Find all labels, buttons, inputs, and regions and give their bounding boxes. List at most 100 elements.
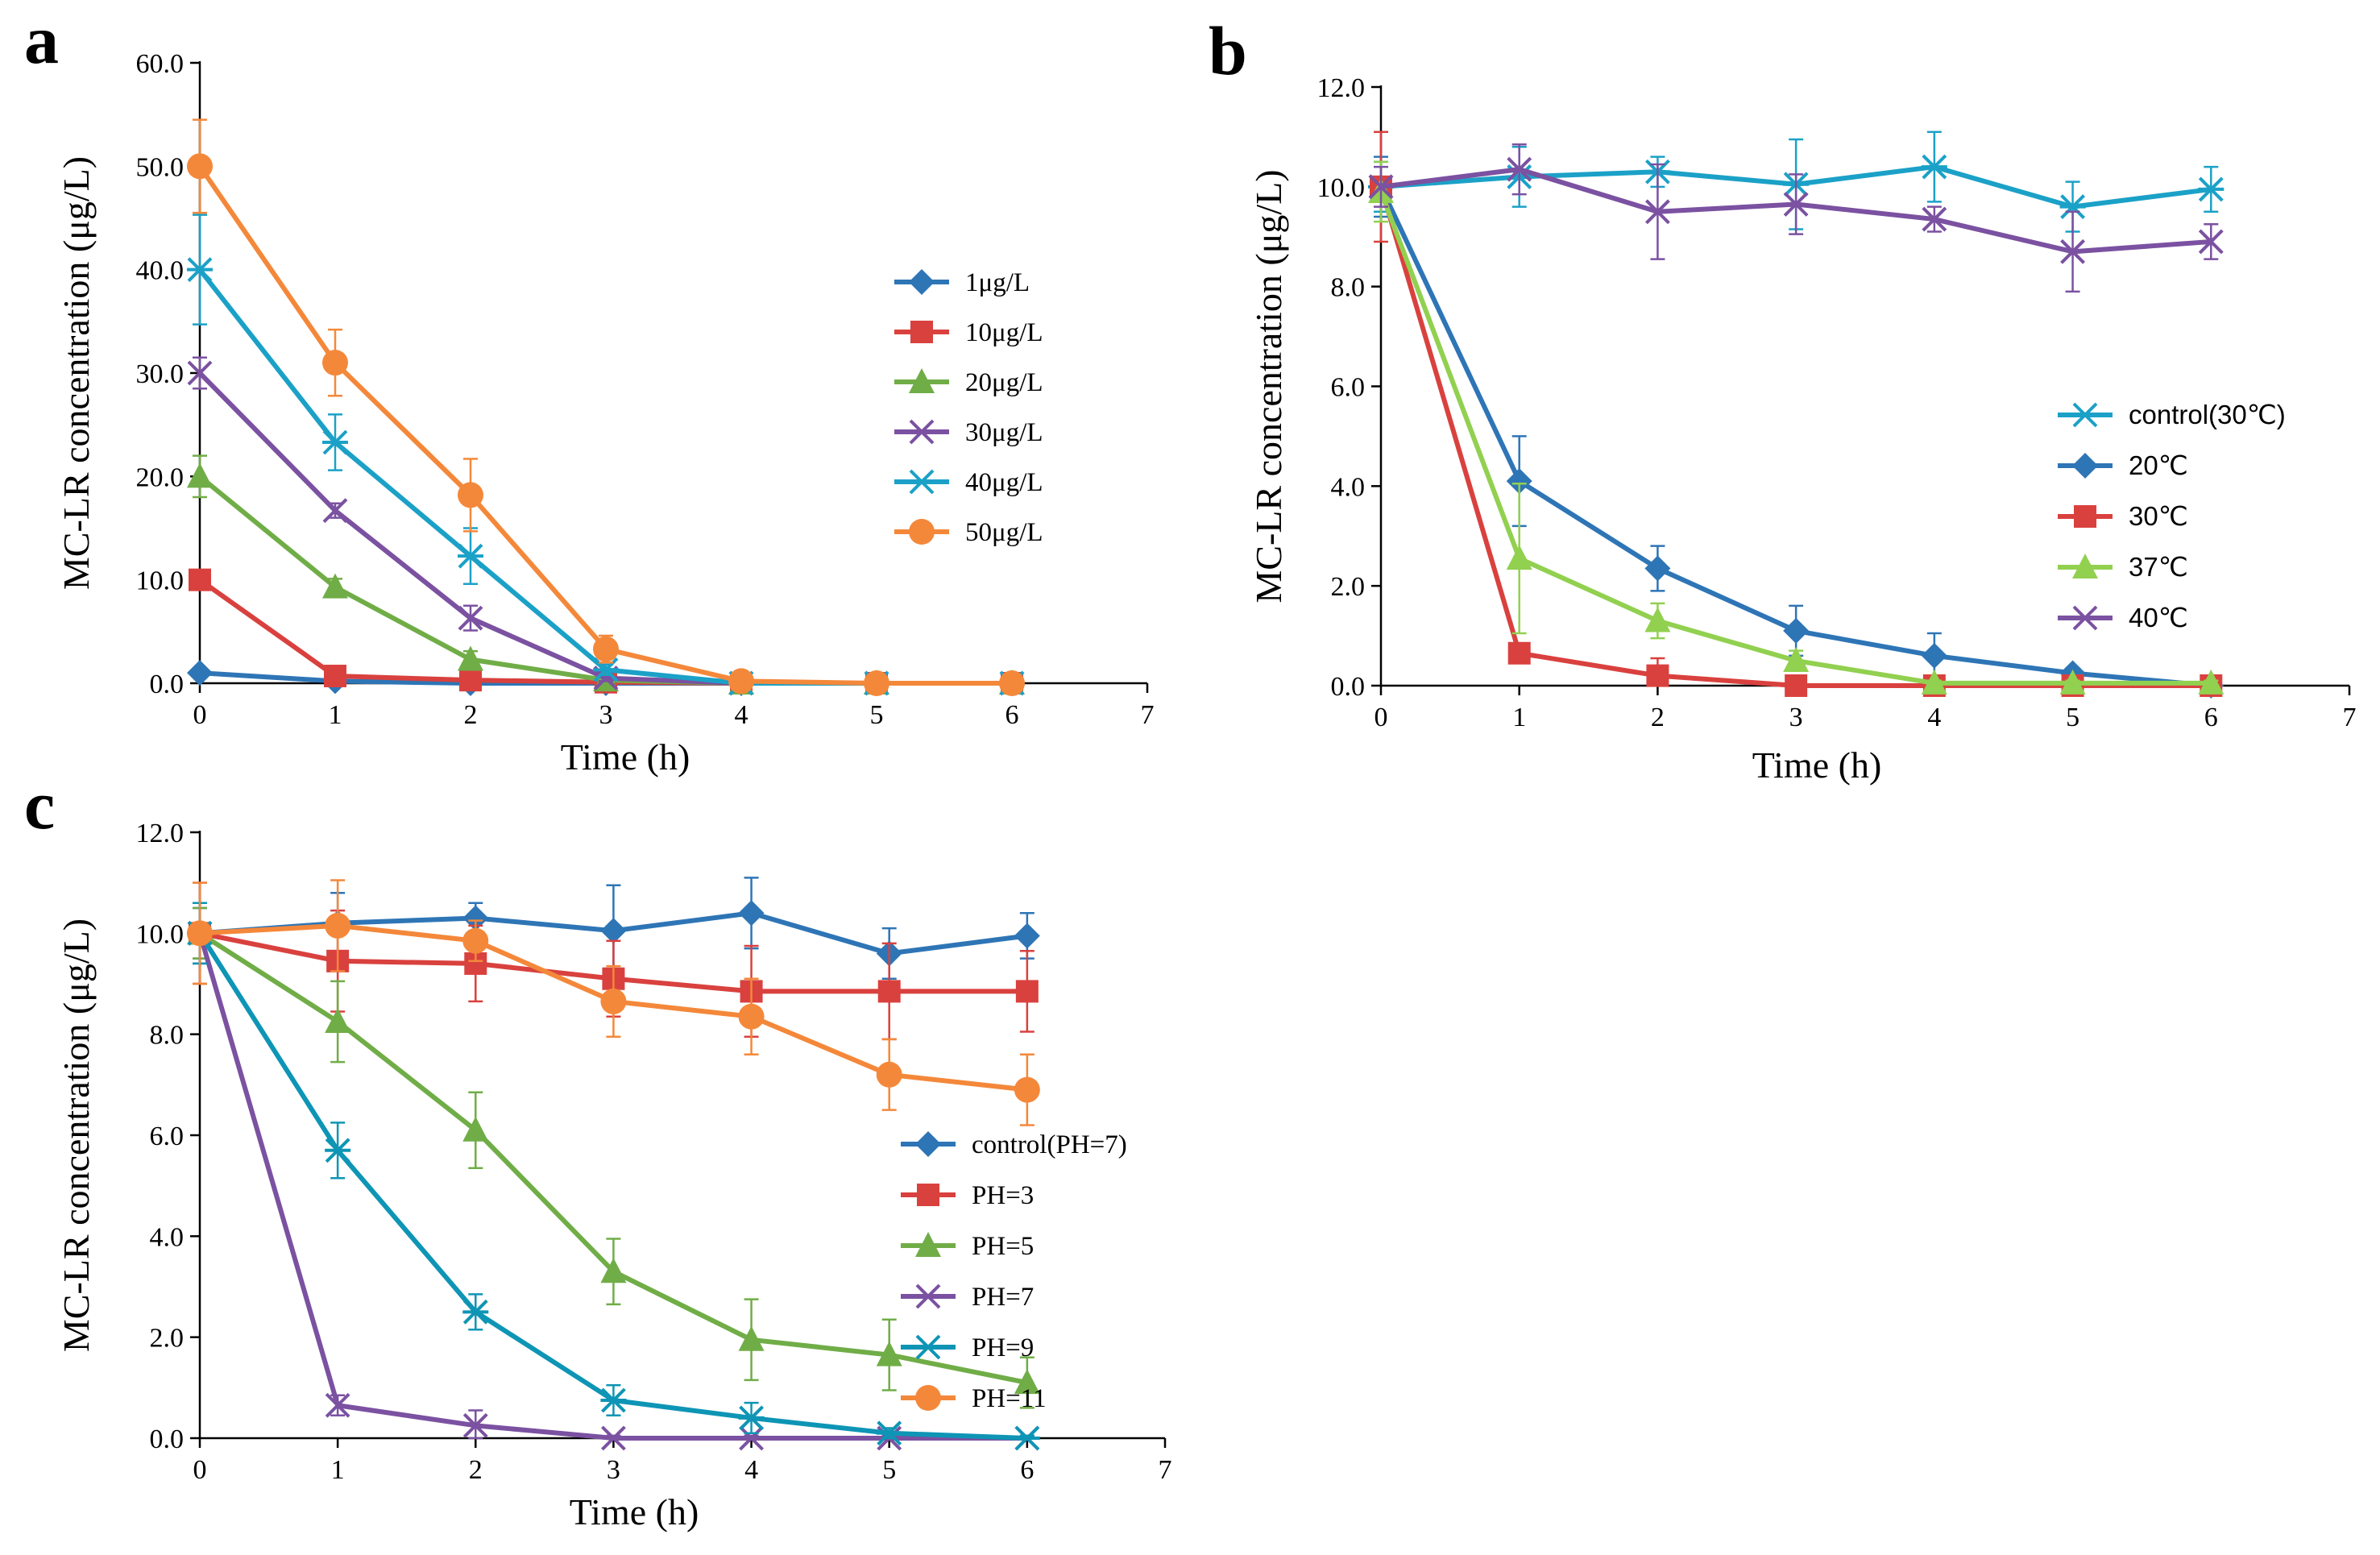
data-point	[1785, 674, 1808, 697]
legend-marker	[915, 1131, 941, 1157]
x-tick-label: 4	[1927, 703, 1941, 732]
data-point	[600, 1258, 627, 1283]
chart-panel-b: b 0.0 2.0 4.0 6.0 8.0 10.0 12.0 0 1 2 3 4 5 6 7 Time (h)…	[1209, 12, 2357, 786]
x-tick-label: 5	[2066, 703, 2079, 732]
data-point	[1644, 607, 1671, 632]
data-point	[458, 645, 483, 671]
data-point	[324, 665, 346, 688]
data-point	[864, 670, 889, 696]
panel-label-a: a	[24, 1, 59, 78]
legend-label: 20℃	[2129, 450, 2188, 480]
x-tick-label: 0	[193, 700, 207, 730]
data-point	[877, 980, 901, 1003]
legend-marker	[2072, 554, 2098, 578]
series-37℃	[1368, 160, 2225, 695]
data-point	[593, 636, 619, 662]
legend-item: 40℃	[2058, 603, 2188, 632]
series-PH=11	[187, 879, 1040, 1126]
data-point	[1644, 555, 1671, 582]
legend-item: control(30℃)	[2058, 400, 2286, 429]
data-point	[325, 1392, 350, 1418]
legend-label: 40μg/L	[965, 468, 1043, 497]
x-tick-label: 7	[1159, 1455, 1172, 1485]
y-tick-label: 2.0	[150, 1324, 185, 1354]
x-tick-label: 5	[870, 700, 884, 730]
legend-label: 40℃	[2129, 603, 2188, 632]
y-tick-label: 50.0	[136, 152, 185, 182]
legend-marker	[2072, 605, 2098, 631]
x-tick-label: 2	[1651, 703, 1665, 732]
legend-item: PH=7	[901, 1283, 1034, 1312]
y-tick-label: 10.0	[1317, 173, 1366, 203]
data-point	[322, 350, 348, 376]
legend-marker	[2072, 402, 2098, 428]
data-point	[1921, 642, 1947, 669]
panel-label-b: b	[1209, 12, 1247, 89]
data-point	[458, 482, 483, 508]
panel-label-c: c	[24, 766, 55, 844]
legend: control(30℃) 20℃ 30℃ 37℃ 40℃	[2058, 400, 2286, 632]
legend-marker	[2074, 505, 2096, 528]
legend-marker	[2072, 453, 2098, 479]
y-tick-label: 4.0	[150, 1222, 185, 1252]
y-tick-label: 0.0	[150, 670, 185, 699]
legend-label: PH=11	[972, 1384, 1047, 1413]
data-point	[600, 988, 627, 1014]
data-point	[728, 668, 754, 695]
y-tick-label: 6.0	[1331, 373, 1366, 403]
legend-marker	[917, 1184, 939, 1206]
legend-item: PH=3	[901, 1181, 1034, 1210]
data-point	[1015, 980, 1039, 1003]
legend-item: PH=9	[901, 1333, 1034, 1362]
series-PH=9	[187, 902, 1040, 1451]
data-point	[187, 257, 213, 283]
x-tick-label: 5	[882, 1455, 896, 1485]
data-point	[462, 905, 489, 931]
legend-label: 20μg/L	[965, 368, 1043, 397]
data-point	[458, 605, 483, 631]
y-tick-label: 2.0	[1331, 572, 1366, 602]
data-point	[187, 153, 213, 180]
data-point	[2198, 229, 2224, 255]
x-axis-title: Time (h)	[1752, 744, 1882, 786]
legend-item: 50μg/L	[894, 518, 1043, 547]
data-point	[325, 1138, 351, 1163]
data-point	[876, 1341, 902, 1366]
y-tick-label: 10.0	[136, 919, 185, 949]
legend-label: PH=5	[972, 1232, 1034, 1261]
legend-item: 20℃	[2058, 450, 2188, 480]
chart-panel-c: c 0.0 2.0 4.0 6.0 8.0 10.0 12.0 0 1 2 3 4 5 6 7 Time (h)…	[24, 766, 1172, 1532]
x-axis-title: Time (h)	[561, 736, 690, 778]
legend-marker	[910, 321, 933, 343]
y-tick-label: 60.0	[136, 49, 185, 79]
data-point	[1921, 154, 1947, 180]
x-tick-label: 0	[193, 1455, 207, 1485]
legend: 1μg/L 10μg/L 20μg/L 30μg/L 40μg/L 50μg/L	[894, 268, 1043, 547]
y-axis-title: MC-LR concentration (μg/L)	[56, 918, 97, 1352]
legend-item: 30μg/L	[894, 418, 1043, 447]
data-point	[600, 918, 627, 944]
data-point	[738, 1325, 765, 1351]
y-tick-label: 12.0	[1317, 73, 1366, 103]
y-tick-label: 0.0	[150, 1424, 185, 1454]
y-tick-label: 8.0	[1331, 273, 1366, 303]
x-tick-label: 3	[1789, 703, 1803, 732]
data-point	[1014, 1425, 1040, 1451]
y-tick-label: 30.0	[136, 359, 185, 389]
legend-item: 30℃	[2058, 501, 2188, 531]
y-axis-title: MC-LR concentration (μg/L)	[1248, 169, 1289, 603]
data-point	[999, 670, 1025, 696]
x-tick-label: 4	[735, 700, 748, 730]
data-point	[187, 360, 213, 386]
legend-label: 30μg/L	[965, 418, 1043, 447]
data-point	[600, 1387, 627, 1413]
data-point	[322, 498, 348, 524]
data-point	[462, 1299, 489, 1325]
data-point	[1921, 669, 1947, 695]
data-point	[1368, 174, 1394, 200]
data-point	[1645, 199, 1670, 225]
data-point	[1014, 1076, 1040, 1103]
legend: control(PH=7) PH=3 PH=5 PH=7 PH=9 PH=11	[901, 1130, 1127, 1413]
data-point	[738, 1003, 765, 1030]
